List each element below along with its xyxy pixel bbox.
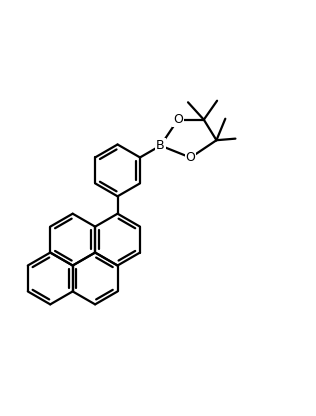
Text: O: O bbox=[173, 113, 183, 126]
Text: B: B bbox=[156, 139, 165, 152]
Text: O: O bbox=[185, 151, 196, 164]
